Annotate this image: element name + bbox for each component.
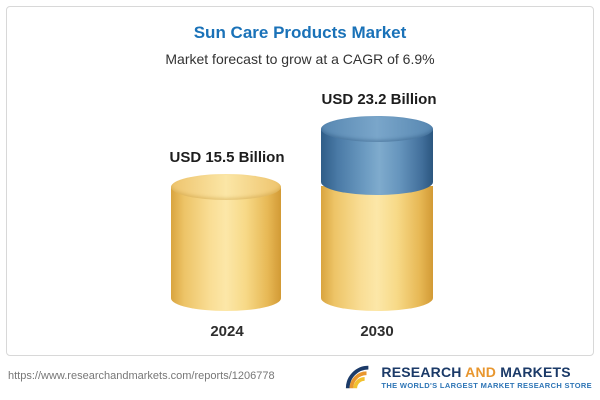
bar-2030-base-segment — [321, 186, 433, 311]
value-label-2030: USD 23.2 Billion — [321, 91, 437, 108]
bar-2030-cylinder — [321, 116, 433, 311]
bar-2024-top-ellipse — [171, 174, 281, 200]
bar-2024-cylinder — [171, 174, 281, 311]
footer: https://www.researchandmarkets.com/repor… — [0, 358, 600, 400]
researchandmarkets-logo-icon — [346, 365, 369, 389]
researchandmarkets-logo: RESEARCH AND MARKETS THE WORLD'S LARGEST… — [344, 362, 592, 392]
chart-title: Sun Care Products Market — [193, 23, 407, 42]
chart-card: Sun Care Products Market Market forecast… — [6, 6, 594, 356]
logo-word-markets: MARKETS — [500, 364, 571, 380]
category-label-2024: 2024 — [210, 323, 244, 340]
logo-tagline: THE WORLD'S LARGEST MARKET RESEARCH STOR… — [381, 381, 592, 390]
chart-subtitle: Market forecast to grow at a CAGR of 6.9… — [165, 51, 435, 67]
report-url: https://www.researchandmarkets.com/repor… — [8, 370, 275, 382]
logo-text: RESEARCH AND MARKETS THE WORLD'S LARGEST… — [381, 364, 592, 390]
bar-2030-top-ellipse — [321, 116, 433, 142]
logo-title: RESEARCH AND MARKETS — [381, 364, 592, 380]
value-label-2024: USD 15.5 Billion — [169, 149, 285, 166]
logo-word-and: AND — [465, 364, 497, 380]
logo-word-research: RESEARCH — [381, 364, 462, 380]
bar-2024-body — [171, 187, 281, 311]
category-label-2030: 2030 — [360, 323, 394, 340]
